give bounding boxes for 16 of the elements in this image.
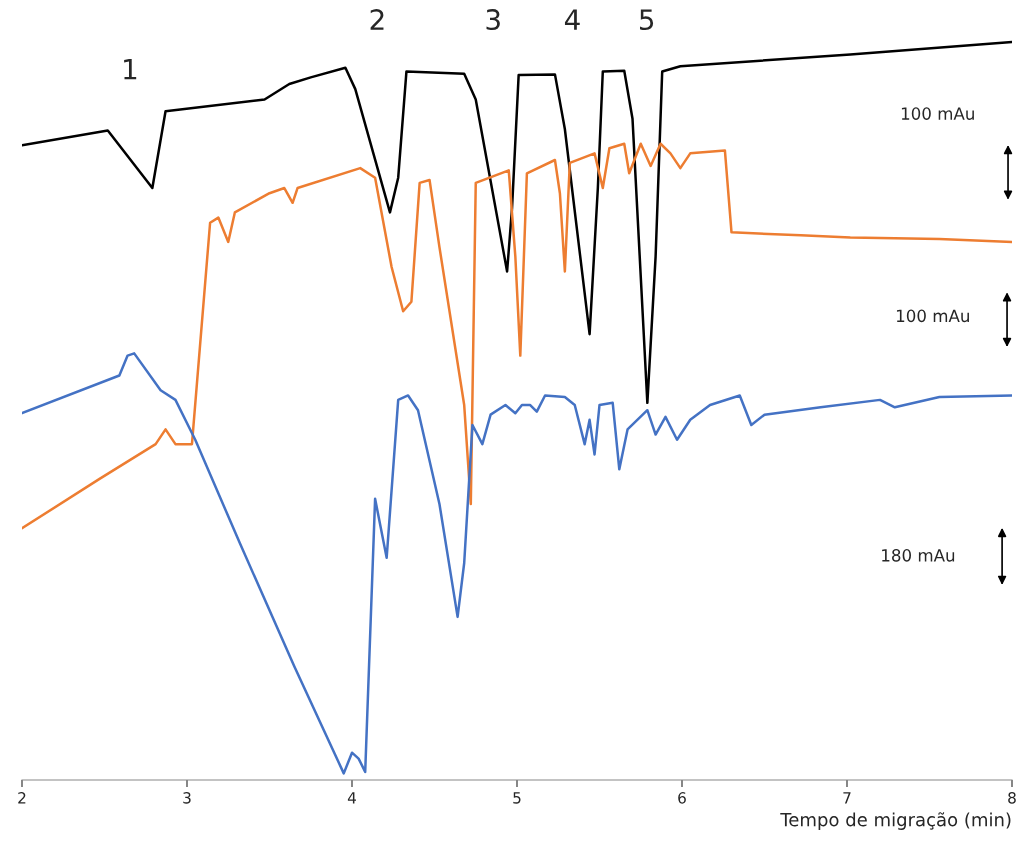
- x-tick-label: 4: [347, 792, 356, 804]
- x-tick-label: 2: [18, 792, 26, 804]
- x-tick-label: 5: [513, 792, 521, 804]
- annotation: 1: [124, 59, 137, 80]
- x-tick-label: 7: [843, 792, 851, 804]
- x-tick-label: 6: [678, 792, 686, 804]
- annotation: 100 mAu: [896, 309, 969, 323]
- text: 2: [370, 9, 384, 30]
- text: 4: [564, 9, 580, 30]
- x-tick-label: 3: [183, 792, 191, 804]
- annotation: 180 mAu: [882, 549, 955, 562]
- text: 3: [486, 9, 500, 31]
- x-tick-label: 8: [1008, 792, 1016, 804]
- annotation: 100 mAu: [901, 107, 974, 120]
- text: 5: [640, 9, 654, 31]
- x-axis-title: Tempo de migração (min): [780, 812, 1011, 830]
